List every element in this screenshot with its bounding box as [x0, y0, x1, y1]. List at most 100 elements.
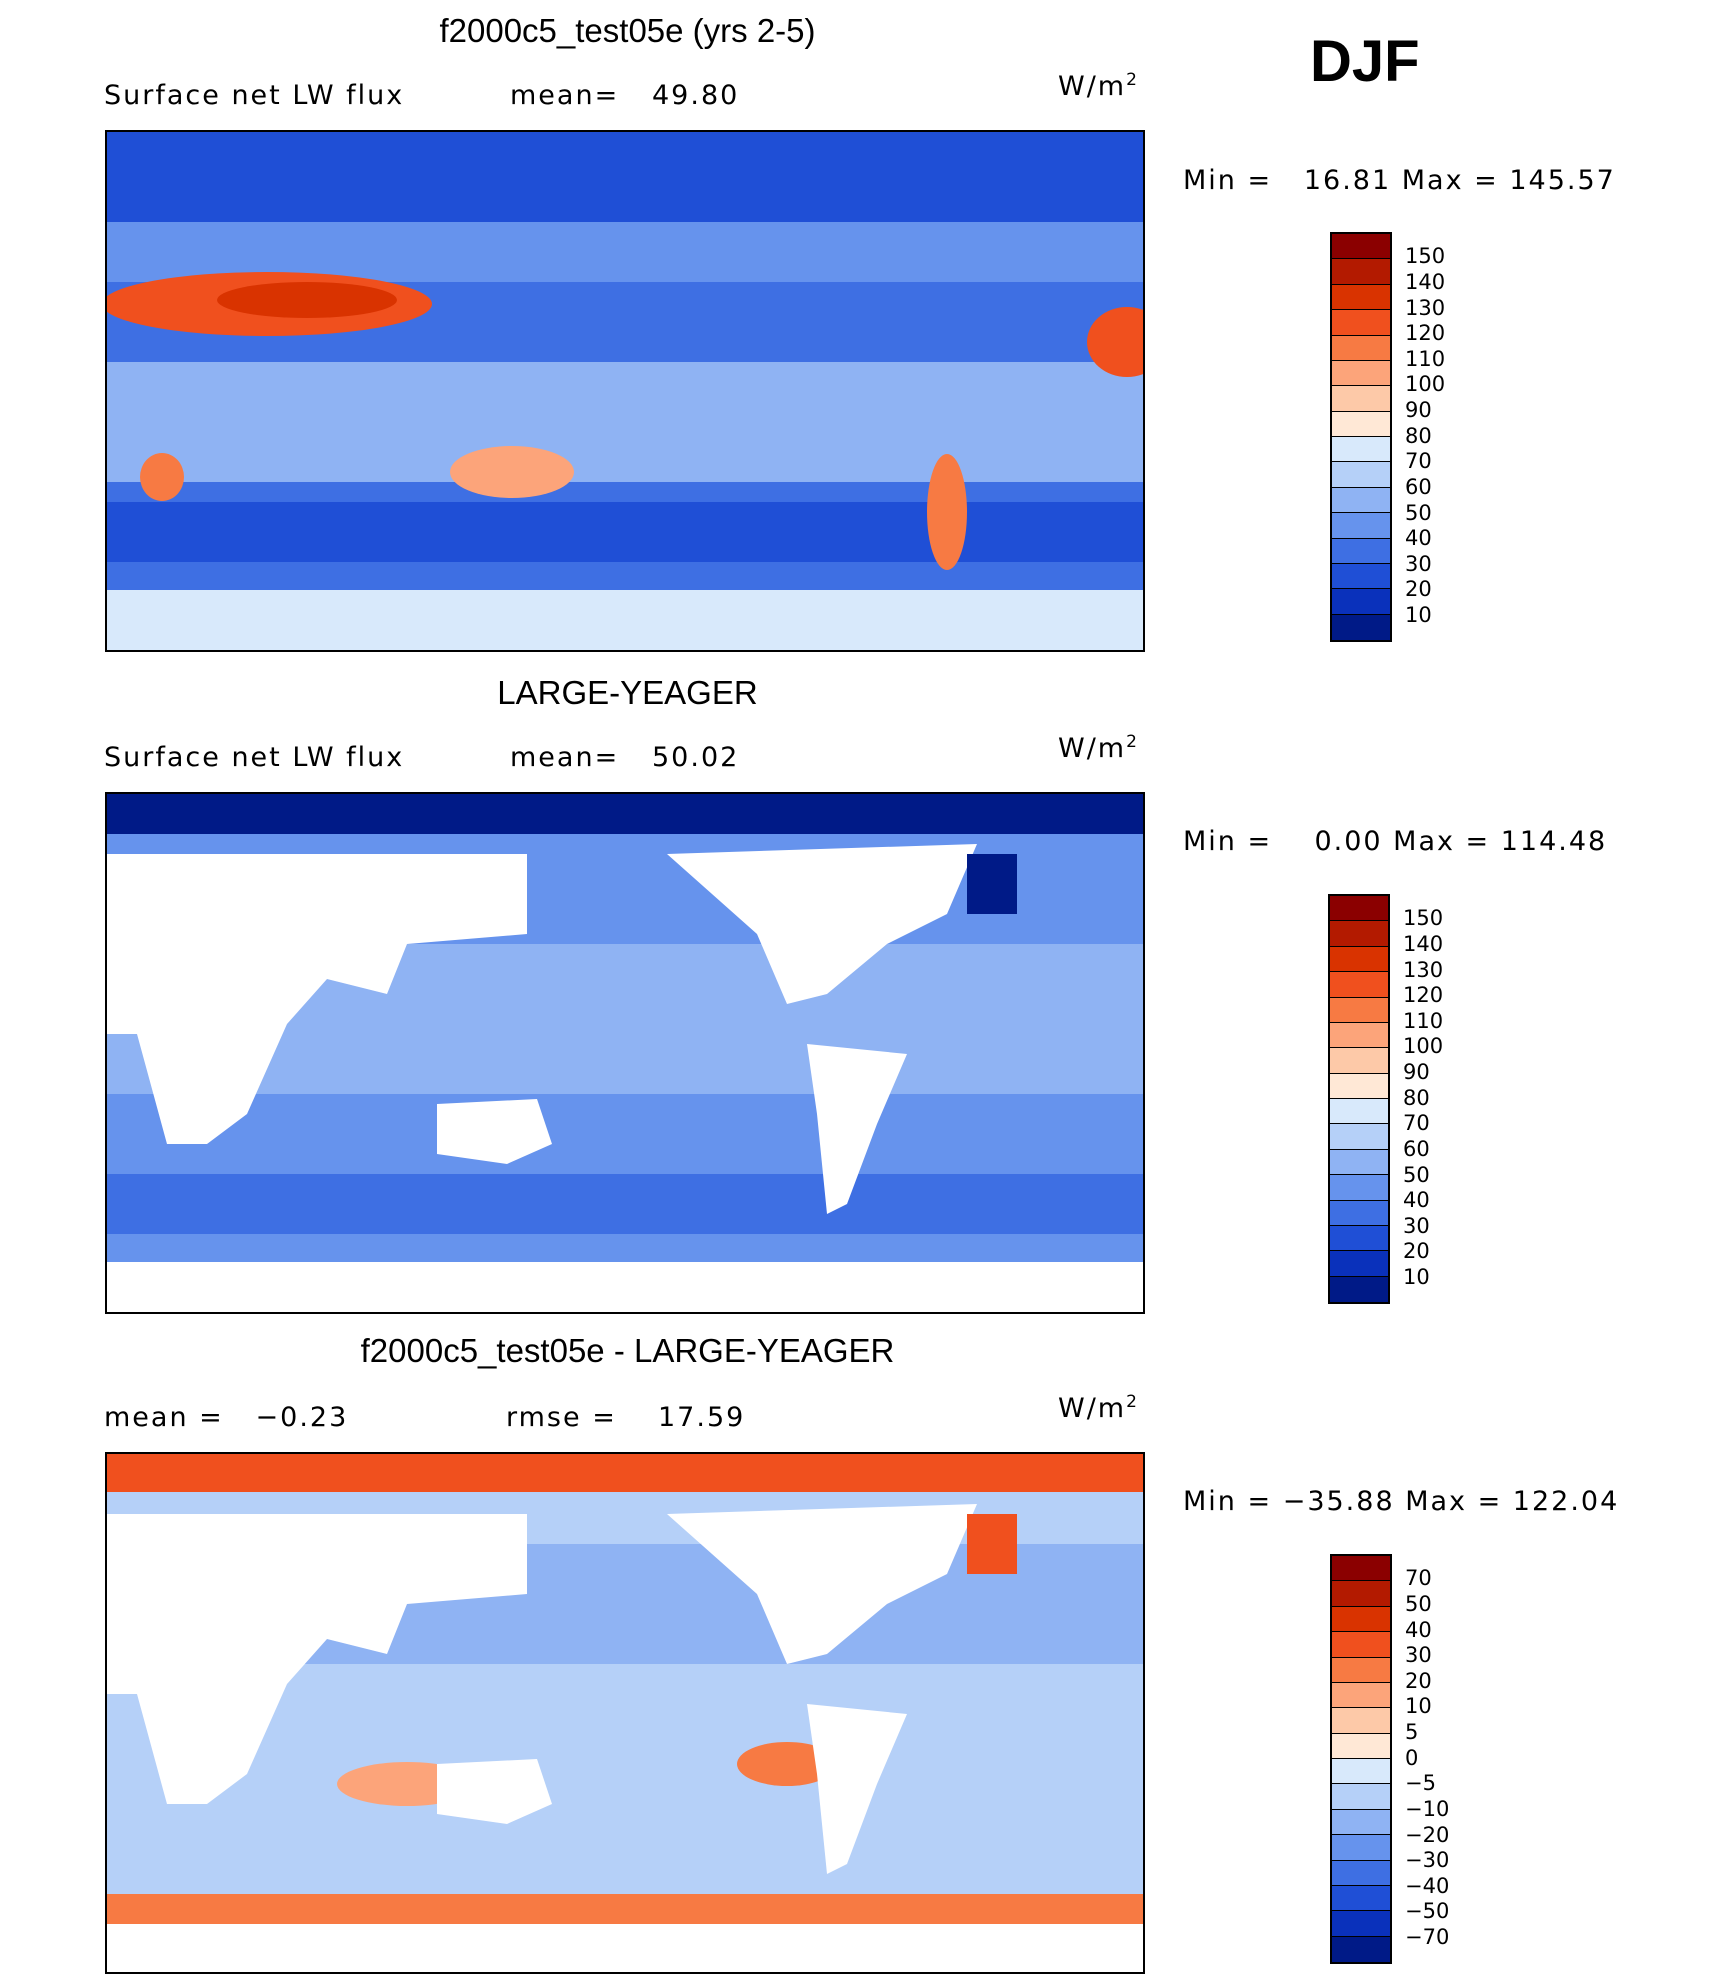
panel1-colorbar-swatch	[1332, 310, 1390, 336]
panel3-south-america-land	[807, 1704, 907, 1874]
panel3-colorbar-swatch	[1332, 1784, 1390, 1810]
panel2-colorbar-swatch	[1330, 1073, 1388, 1099]
panel3-colorbar-tick: −5	[1405, 1771, 1436, 1795]
panel2-colorbar-swatch	[1330, 1149, 1388, 1176]
panel3-stat-label: rmse =	[506, 1402, 617, 1433]
panel3-min-max: Min = −35.88 Max = 122.04	[1183, 1486, 1620, 1517]
panel1-colorbar-tick: 150	[1405, 244, 1446, 268]
panel3-colorbar-tick: 20	[1405, 1669, 1432, 1693]
panel2-north-america-land	[667, 844, 977, 1004]
panel1-colorbar-tick: 80	[1405, 424, 1432, 448]
panel2-colorbar-swatch	[1330, 1175, 1388, 1201]
panel3-map-svg	[107, 1454, 1143, 1972]
panel1-colorbar-swatch	[1332, 437, 1390, 463]
panel3-colorbar-tick: −50	[1405, 1899, 1450, 1923]
panel3-colorbar-tick: 5	[1405, 1720, 1419, 1744]
panel2-colorbar-tick: 20	[1403, 1239, 1430, 1263]
panel1-colorbar-swatch	[1332, 538, 1390, 564]
panel1-colorbar-tick: 40	[1405, 526, 1432, 550]
panel1-colorbar	[1330, 232, 1392, 642]
panel1-colorbar-swatch	[1332, 487, 1390, 514]
panel3-colorbar-swatch	[1332, 1581, 1390, 1607]
panel2-colorbar-swatch	[1330, 1124, 1388, 1150]
panel3-stat-value: 17.59	[658, 1402, 746, 1433]
panel1-colorbar-swatch	[1332, 360, 1390, 387]
panel3-arctic-band	[107, 1454, 1143, 1492]
panel2-colorbar-swatch	[1330, 972, 1388, 998]
panel1-colorbar-swatch	[1332, 589, 1390, 615]
panel2-title: LARGE-YEAGER	[497, 674, 758, 711]
panel1-colorbar-swatch	[1332, 335, 1390, 361]
panel2-colorbar-tick: 110	[1403, 1009, 1444, 1033]
panel3-colorbar-swatch	[1332, 1682, 1390, 1709]
panel3-mean-label: mean = −0.23	[104, 1402, 349, 1433]
panel2-australia-land	[437, 1099, 552, 1164]
panel3-map	[105, 1452, 1145, 1974]
panel3-colorbar-tick: −40	[1405, 1874, 1450, 1898]
panel2-antarctica-land	[107, 1262, 1143, 1312]
panel3-colorbar-tick: 50	[1405, 1592, 1432, 1616]
panel1-colorbar-tick: 10	[1405, 603, 1432, 627]
panel3-colorbar-swatch	[1332, 1911, 1390, 1937]
panel2-eurasia-africa-land	[107, 854, 527, 1144]
panel1-colorbar-swatch	[1332, 513, 1390, 539]
panel2-colorbar-tick: 40	[1403, 1188, 1430, 1212]
panel3-southern-band	[107, 1894, 1143, 1924]
panel2-stat-value: 50.02	[652, 742, 740, 773]
panel2-colorbar-tick: 140	[1403, 932, 1444, 956]
panel1-arctic-band	[107, 132, 1143, 222]
panel1-colorbar-tick: 20	[1405, 577, 1432, 601]
panel1-south-africa-warm-region	[140, 453, 184, 501]
panel1-colorbar-tick: 70	[1405, 449, 1432, 473]
panel2-south-america-land	[807, 1044, 907, 1214]
panel1-australia-warm-region	[450, 446, 574, 498]
panel3-colorbar-swatch	[1332, 1733, 1390, 1759]
panel2-colorbar-swatch	[1330, 946, 1388, 973]
panel2-colorbar-tick: 130	[1403, 958, 1444, 982]
panel3-colorbar-tick: −10	[1405, 1797, 1450, 1821]
panel3-hudson-bay-region	[967, 1514, 1017, 1574]
panel1-colorbar-swatch	[1332, 234, 1390, 260]
panel1-map-svg	[107, 132, 1143, 650]
panel2-colorbar-swatch	[1330, 1200, 1388, 1226]
panel3-colorbar-tick: −70	[1405, 1925, 1450, 1949]
panel1-southern-ocean-band	[107, 502, 1143, 562]
panel1-colorbar-tick: 30	[1405, 552, 1432, 576]
panel3-colorbar-tick: 70	[1405, 1566, 1432, 1590]
panel2-colorbar-tick: 100	[1403, 1034, 1444, 1058]
panel3-colorbar-tick: −20	[1405, 1823, 1450, 1847]
panel1-colorbar-tick: 50	[1405, 501, 1432, 525]
panel1-units: W/m2	[1058, 70, 1139, 102]
panel3-colorbar-tick: 40	[1405, 1618, 1432, 1642]
panel3-colorbar-swatch	[1332, 1556, 1390, 1582]
panel2-arctic-band	[107, 794, 1143, 834]
panel3-australia-land	[437, 1759, 552, 1824]
panel1-variable-label: Surface net LW flux	[104, 80, 405, 111]
panel1-colorbar-swatch	[1332, 462, 1390, 488]
panel1-antarctica-band	[107, 590, 1143, 650]
panel2-colorbar-swatch	[1330, 921, 1388, 947]
panel1-stat-label: mean=	[510, 80, 620, 111]
panel2-colorbar-swatch	[1330, 1251, 1388, 1277]
panel2-map-svg	[107, 794, 1143, 1312]
panel1-colorbar-tick: 90	[1405, 398, 1432, 422]
panel1-min-max: Min = 16.81 Max = 145.57	[1183, 165, 1616, 196]
panel2-min-max: Min = 0.00 Max = 114.48	[1183, 826, 1608, 857]
panel3-colorbar-tick: 30	[1405, 1643, 1432, 1667]
panel3-colorbar-swatch	[1332, 1936, 1390, 1962]
panel1-east-warm-region	[1087, 307, 1143, 377]
panel2-colorbar-tick: 70	[1403, 1111, 1430, 1135]
panel2-map	[105, 792, 1145, 1314]
panel1-map	[105, 130, 1145, 652]
panel2-colorbar-tick: 10	[1403, 1265, 1430, 1289]
panel1-colorbar-swatch	[1332, 259, 1390, 285]
panel3-colorbar-tick: −30	[1405, 1848, 1450, 1872]
panel3-north-america-land	[667, 1504, 977, 1664]
panel3-colorbar-swatch	[1332, 1759, 1390, 1785]
panel3-colorbar-tick: 10	[1405, 1694, 1432, 1718]
panel2-colorbar-swatch	[1330, 1048, 1388, 1074]
panel1-south-america-warm-region	[927, 454, 967, 570]
panel3-eurasia-africa-land	[107, 1514, 527, 1804]
panel2-units: W/m2	[1058, 732, 1139, 764]
panel2-colorbar-tick: 30	[1403, 1214, 1430, 1238]
